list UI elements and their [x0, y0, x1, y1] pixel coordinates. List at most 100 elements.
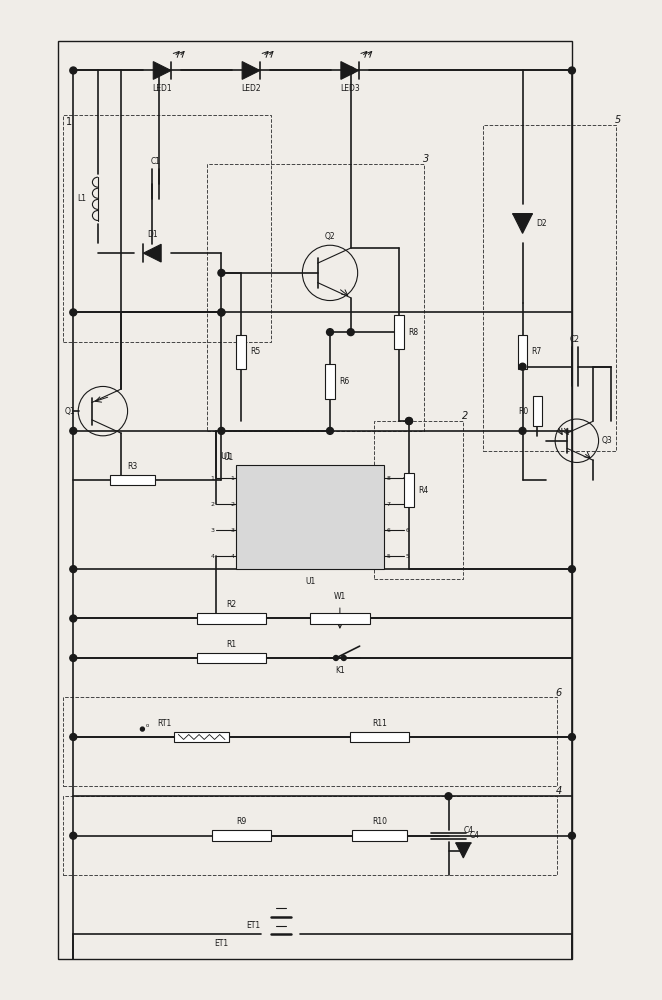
Text: 2: 2	[462, 411, 468, 421]
Text: K1: K1	[335, 666, 345, 675]
Text: PB4: PB4	[239, 528, 251, 533]
Polygon shape	[456, 843, 471, 858]
Circle shape	[70, 734, 77, 740]
Bar	[310, 613, 369, 624]
Bar	[394, 315, 404, 349]
Bar	[111, 475, 155, 485]
Circle shape	[218, 269, 225, 276]
Text: C1: C1	[151, 157, 161, 166]
Text: D2: D2	[536, 219, 547, 228]
Bar	[58, 41, 572, 959]
Bar	[197, 653, 266, 663]
Circle shape	[70, 615, 77, 622]
Text: R5: R5	[250, 347, 260, 356]
Text: U1: U1	[220, 452, 231, 461]
Bar	[175, 732, 229, 742]
Bar	[375, 421, 463, 579]
Text: VCC: VCC	[368, 476, 381, 481]
Polygon shape	[154, 62, 171, 79]
Text: R11: R11	[372, 719, 387, 728]
Circle shape	[218, 309, 225, 316]
Text: U1: U1	[223, 453, 233, 462]
Text: 2: 2	[211, 502, 214, 507]
Text: 4: 4	[230, 554, 234, 559]
Text: 2: 2	[230, 502, 234, 507]
Text: 1: 1	[66, 117, 73, 127]
Text: R6: R6	[339, 377, 349, 386]
Polygon shape	[144, 244, 161, 262]
Bar	[197, 613, 266, 624]
Text: 1: 1	[230, 476, 234, 481]
Circle shape	[569, 67, 575, 74]
Polygon shape	[341, 62, 359, 79]
Circle shape	[218, 309, 225, 316]
Text: 3: 3	[211, 528, 214, 533]
Circle shape	[326, 329, 334, 336]
Text: PB1: PB1	[369, 528, 381, 533]
Circle shape	[70, 427, 77, 434]
Text: ET1: ET1	[246, 921, 260, 930]
Text: RESET: RESET	[239, 476, 259, 481]
Text: R7: R7	[532, 347, 542, 356]
Text: 6: 6	[406, 528, 410, 533]
Circle shape	[519, 363, 526, 370]
Text: 1: 1	[211, 476, 214, 481]
Text: 4: 4	[211, 554, 214, 559]
Bar	[533, 396, 542, 426]
Circle shape	[569, 832, 575, 839]
Text: R0: R0	[519, 407, 529, 416]
Circle shape	[569, 734, 575, 740]
Text: LED1: LED1	[152, 84, 172, 93]
Text: Q3: Q3	[602, 436, 612, 445]
Bar	[518, 335, 528, 369]
Text: W1: W1	[334, 592, 346, 601]
Bar	[64, 115, 271, 342]
Circle shape	[334, 656, 338, 660]
Text: L1: L1	[77, 194, 86, 203]
Bar	[236, 465, 385, 569]
Text: 3: 3	[230, 528, 234, 533]
Text: 6: 6	[556, 688, 562, 698]
Circle shape	[70, 67, 77, 74]
Text: 4: 4	[556, 786, 562, 796]
Text: 5: 5	[615, 115, 622, 125]
Circle shape	[326, 427, 334, 434]
Text: LED3: LED3	[340, 84, 359, 93]
Text: R9: R9	[236, 817, 246, 826]
Text: R3: R3	[127, 462, 138, 471]
Text: 7: 7	[387, 502, 391, 507]
Polygon shape	[242, 62, 260, 79]
Bar	[236, 335, 246, 369]
Text: U1: U1	[305, 577, 315, 586]
Circle shape	[445, 793, 452, 800]
Text: 5: 5	[387, 554, 390, 559]
Text: LED2: LED2	[241, 84, 261, 93]
Text: C4: C4	[469, 831, 479, 840]
Bar	[352, 830, 406, 841]
Circle shape	[342, 656, 346, 660]
Circle shape	[348, 329, 354, 336]
Bar	[350, 732, 409, 742]
Text: R1: R1	[226, 640, 236, 649]
Circle shape	[70, 655, 77, 661]
Text: R4: R4	[418, 486, 428, 495]
Text: Q1: Q1	[65, 407, 75, 416]
Text: Q2: Q2	[324, 232, 336, 241]
Bar	[483, 125, 616, 451]
Circle shape	[569, 566, 575, 573]
Text: o: o	[146, 723, 149, 728]
Text: 6: 6	[387, 528, 390, 533]
Text: R10: R10	[372, 817, 387, 826]
Text: RT1: RT1	[158, 719, 171, 728]
Text: 8: 8	[387, 476, 390, 481]
Text: 8: 8	[406, 476, 410, 481]
Bar	[212, 830, 271, 841]
Text: D1: D1	[147, 230, 158, 239]
Circle shape	[406, 418, 412, 424]
Text: 3: 3	[422, 154, 429, 164]
Circle shape	[70, 832, 77, 839]
Circle shape	[218, 427, 225, 434]
Bar	[64, 697, 557, 786]
Circle shape	[348, 67, 354, 74]
Circle shape	[406, 418, 412, 424]
